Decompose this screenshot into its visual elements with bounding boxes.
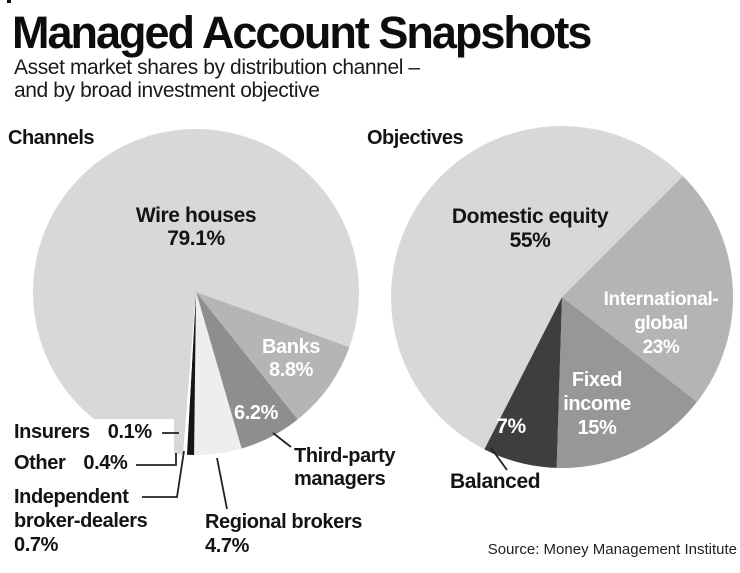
channels-pie-chart: [32, 129, 359, 456]
label-knockout-box: [0, 419, 174, 573]
regional-brokers-label: Regional brokers 4.7%: [205, 511, 362, 557]
pie-slice-international-global: [562, 176, 734, 402]
channels-section-title: Channels: [8, 127, 95, 149]
independent-broker-dealers-label: Independent broker-dealers 0.7%: [14, 486, 148, 556]
leader-lines: [136, 432, 508, 510]
pie-slice-banks: [196, 292, 350, 420]
other-label-pct: 0.4%: [83, 452, 128, 474]
scan-artifact: [7, 0, 11, 3]
pie-slice-insurers: [181, 292, 196, 455]
other-label-name: Other: [14, 452, 66, 474]
objectives-section-title: Objectives: [367, 127, 464, 149]
balanced-label: Balanced: [450, 470, 541, 493]
insurers-label: Insurers 0.1%: [14, 421, 152, 444]
pie-slice-other: [182, 292, 196, 455]
other-label: Other 0.4%: [14, 452, 128, 475]
pie-slice-wire-houses: [32, 129, 359, 455]
independent-leader-line: [142, 450, 185, 498]
domestic-equity-label: Domestic equity 55%: [451, 205, 609, 252]
regional-leader-line: [216, 457, 228, 510]
pie-slice-domestic-equity: [391, 126, 683, 450]
pie-slice-balanced: [484, 297, 562, 468]
third-party-label: Third-party managers: [294, 445, 396, 490]
insurers-label-pct: 0.1%: [107, 421, 152, 443]
pie-slice-independent-broker-dealers: [186, 292, 196, 455]
wire-houses-label: Wire houses 79.1%: [135, 204, 257, 250]
pie-slice-third-party-managers: [196, 292, 298, 449]
page-subtitle: Asset market shares by distribution chan…: [14, 56, 420, 102]
balanced-pct-label: 7%: [496, 415, 526, 438]
third-party-pct-label: 6.2%: [234, 402, 278, 424]
objectives-pie-chart: [391, 126, 734, 469]
banks-label: Banks 8.8%: [261, 336, 321, 381]
source-credit: Source: Money Management Institute: [487, 541, 737, 558]
insurers-label-name: Insurers: [14, 421, 90, 443]
pie-slice-fixed-income: [556, 297, 698, 469]
balanced-leader-line: [490, 447, 508, 471]
page-title: Managed Account Snapshots: [12, 7, 592, 58]
third-party-leader-line: [272, 432, 292, 448]
pie-slice-regional-brokers: [194, 292, 242, 456]
fixed-income-label: Fixed income 15%: [563, 369, 631, 439]
other-leader-line: [136, 453, 177, 466]
international-global-label: International- global 23%: [603, 289, 719, 358]
